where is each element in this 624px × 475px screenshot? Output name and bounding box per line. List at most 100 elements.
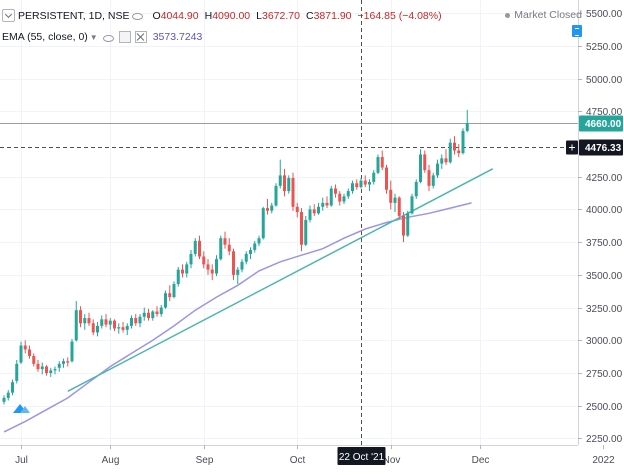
candle[interactable] — [270, 202, 274, 214]
candle[interactable] — [125, 323, 129, 336]
candle[interactable] — [36, 359, 40, 372]
candlesticks[interactable] — [2, 109, 469, 405]
candle[interactable] — [66, 357, 70, 367]
candle[interactable] — [121, 321, 125, 333]
candle[interactable] — [202, 251, 206, 269]
candle[interactable] — [419, 149, 422, 184]
candle[interactable] — [261, 206, 265, 240]
candle[interactable] — [457, 143, 461, 158]
candle[interactable] — [300, 208, 303, 252]
candle[interactable] — [325, 196, 329, 209]
candle[interactable] — [62, 358, 65, 368]
candle[interactable] — [138, 314, 142, 328]
candle[interactable] — [113, 319, 116, 332]
candle[interactable] — [215, 255, 218, 277]
candle[interactable] — [198, 235, 201, 260]
time-axis[interactable]: Jul Aug Sep Oct Nov Dec 2022 — [0, 445, 615, 466]
candle[interactable] — [453, 136, 456, 155]
candle[interactable] — [70, 338, 74, 363]
candle[interactable] — [147, 308, 150, 321]
candle[interactable] — [142, 307, 146, 321]
candle[interactable] — [402, 212, 405, 243]
candle[interactable] — [368, 179, 371, 192]
candle[interactable] — [423, 150, 427, 173]
candle[interactable] — [15, 359, 19, 384]
candle[interactable] — [189, 249, 193, 269]
candle[interactable] — [385, 164, 388, 194]
legend-ema[interactable]: EMA (55, close, 0) ▼ 3573.7243 — [2, 31, 202, 43]
candle[interactable] — [45, 365, 48, 376]
candle[interactable] — [329, 185, 333, 207]
candle[interactable] — [393, 193, 397, 213]
candle[interactable] — [100, 315, 104, 329]
candle[interactable] — [304, 215, 308, 247]
candle[interactable] — [355, 179, 359, 190]
candle[interactable] — [32, 353, 36, 367]
candle[interactable] — [87, 312, 91, 326]
ema-remove-icon[interactable] — [134, 31, 147, 43]
candle[interactable] — [91, 319, 95, 336]
legend-main[interactable]: PERSISTENT, 1D, NSE O4044.90 H4090.00 L3… — [2, 9, 442, 22]
candle[interactable] — [278, 159, 282, 189]
candle[interactable] — [308, 205, 312, 223]
candle[interactable] — [414, 179, 418, 199]
candle[interactable] — [181, 264, 184, 278]
candle[interactable] — [380, 150, 384, 171]
trendline[interactable] — [67, 168, 494, 393]
candle[interactable] — [227, 238, 231, 256]
candle[interactable] — [397, 196, 401, 219]
trendline-path[interactable] — [67, 168, 494, 393]
candle[interactable] — [168, 285, 172, 302]
candle[interactable] — [448, 138, 452, 164]
candle[interactable] — [346, 188, 350, 199]
candle[interactable] — [240, 259, 244, 273]
candle[interactable] — [312, 204, 316, 216]
visibility-icon[interactable] — [132, 10, 144, 21]
candle[interactable] — [172, 281, 176, 299]
candle[interactable] — [155, 306, 159, 317]
candle[interactable] — [249, 247, 252, 260]
candle[interactable] — [436, 159, 439, 178]
candle[interactable] — [295, 202, 299, 218]
candle[interactable] — [257, 235, 261, 247]
candle[interactable] — [219, 235, 223, 261]
candle[interactable] — [11, 379, 14, 396]
candle[interactable] — [134, 314, 138, 326]
candle[interactable] — [74, 301, 78, 342]
candle[interactable] — [461, 128, 465, 155]
candle[interactable] — [372, 170, 376, 185]
candle[interactable] — [444, 149, 448, 165]
candle[interactable] — [130, 315, 133, 329]
candle[interactable] — [19, 341, 23, 364]
candle[interactable] — [206, 259, 210, 275]
candle[interactable] — [193, 238, 197, 257]
candle[interactable] — [465, 109, 469, 133]
candle[interactable] — [334, 184, 337, 198]
candle[interactable] — [40, 362, 44, 375]
candle[interactable] — [79, 306, 82, 328]
candle[interactable] — [431, 172, 435, 189]
candle[interactable] — [53, 366, 57, 375]
candle[interactable] — [83, 314, 87, 330]
candle[interactable] — [291, 172, 295, 211]
candle[interactable] — [57, 361, 61, 372]
legend-collapse-icon[interactable] — [2, 9, 15, 22]
ema-dropdown-icon[interactable]: ▼ — [89, 32, 98, 42]
candle[interactable] — [49, 367, 53, 377]
candle[interactable] — [185, 261, 189, 278]
candle[interactable] — [164, 290, 167, 309]
candle[interactable] — [2, 395, 6, 405]
ema-visibility-icon[interactable] — [102, 32, 114, 43]
add-alert-icon[interactable] — [566, 140, 578, 155]
candle[interactable] — [283, 168, 286, 197]
candle[interactable] — [6, 390, 10, 401]
candle[interactable] — [236, 267, 240, 285]
candle[interactable] — [108, 318, 112, 330]
candle[interactable] — [159, 304, 163, 317]
price-axis-bg[interactable] — [578, 0, 624, 470]
candle[interactable] — [96, 321, 99, 337]
candle[interactable] — [440, 154, 444, 169]
info-icon[interactable] — [572, 25, 582, 37]
